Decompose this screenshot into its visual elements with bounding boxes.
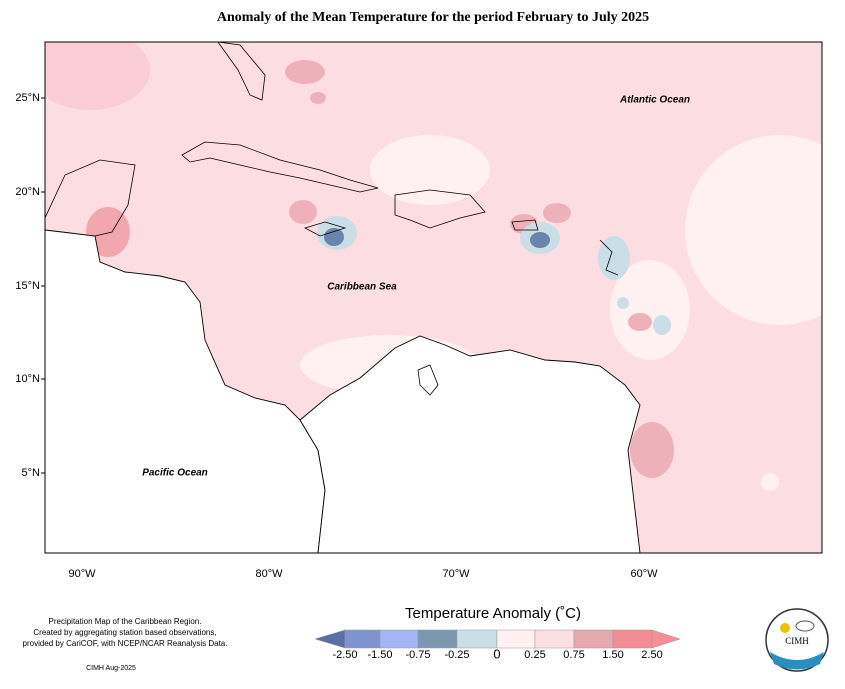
credit: CIMH Aug-2025 [86,665,136,672]
ocean-label: Atlantic Ocean [619,95,690,106]
colorbar-tick: 0 [493,646,500,661]
colorbar-tick: -1.50 [367,649,392,661]
note-line: provided by CariCOF, with NCEP/NCAR Rean… [23,639,228,648]
note-line: Created by aggregating station based obs… [33,628,216,637]
lat-label: 25°N [15,92,40,104]
lon-label: 80°W [255,568,283,580]
map: Atlantic Ocean Caribbean Sea Pacific Ocean… [15,41,823,580]
lon-label: 60°W [630,568,658,580]
lat-label: 10°N [15,373,40,385]
lat-label: 5°N [22,467,41,479]
logo: CIMH [765,608,829,672]
ocean-label: Caribbean Sea [327,282,397,293]
lat-label: 20°N [15,186,40,198]
colorbar-tick: 0.75 [563,649,584,661]
colorbar-tick: -0.25 [444,649,469,661]
logo-text: CIMH [785,636,809,646]
ocean-label: Pacific Ocean [142,468,208,479]
colorbar-tick: 0.25 [524,649,545,661]
note-line: Precipitation Map of the Caribbean Regio… [49,617,202,626]
colorbar [314,629,681,649]
lon-label: 90°W [68,568,96,580]
colorbar-tick: -2.50 [332,649,357,661]
colorbar-tick: 1.50 [602,649,623,661]
colorbar-tick: -0.75 [405,649,430,661]
lon-label: 70°W [442,568,470,580]
title: Anomaly of the Mean Temperature for the … [217,10,649,25]
colorbar-tick: 2.50 [641,649,662,661]
lat-label: 15°N [15,280,40,292]
legend-title: Temperature Anomaly (˚C) [405,605,581,622]
